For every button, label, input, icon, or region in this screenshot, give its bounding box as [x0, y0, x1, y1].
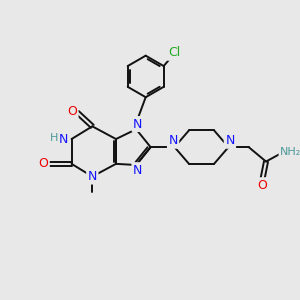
Text: H: H — [50, 133, 58, 142]
Text: N: N — [133, 164, 142, 177]
Text: N: N — [88, 170, 97, 183]
Text: O: O — [257, 179, 267, 192]
Text: N: N — [168, 134, 178, 147]
Text: N: N — [225, 134, 235, 147]
Text: N: N — [59, 133, 68, 146]
Text: N: N — [133, 118, 142, 130]
Text: O: O — [38, 157, 48, 170]
Text: NH₂: NH₂ — [280, 147, 300, 157]
Text: O: O — [67, 105, 77, 119]
Text: Cl: Cl — [168, 46, 180, 59]
